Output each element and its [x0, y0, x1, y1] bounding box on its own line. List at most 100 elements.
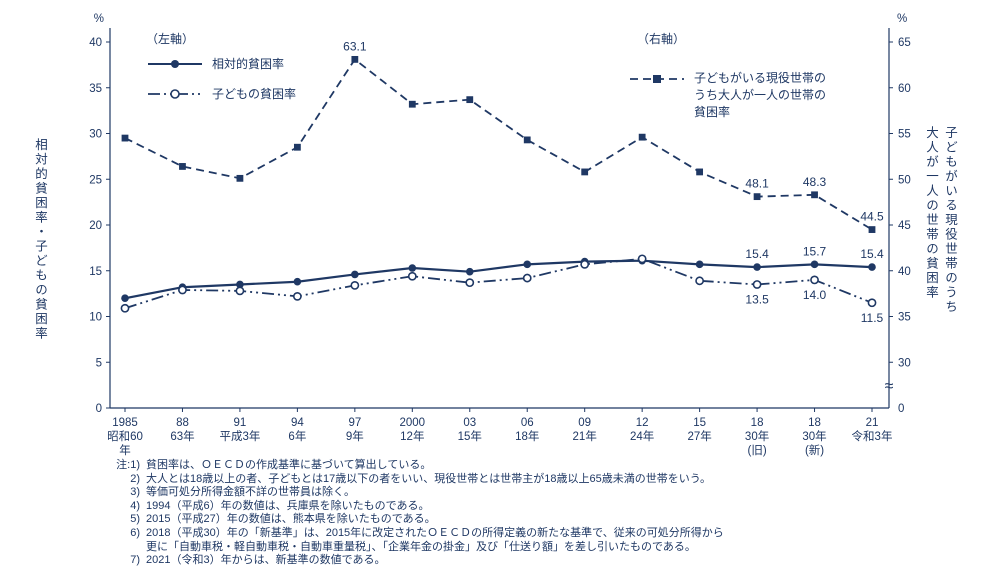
- legend-item-single-adult-household: 子どもがいる現役世帯の うち大人が一人の世帯の 貧困率: [628, 70, 826, 121]
- svg-text:44.5: 44.5: [860, 210, 884, 224]
- left-axis-title-text: 相対的貧困率・子どもの貧困率: [33, 138, 47, 341]
- legend-item-relative-poverty: 相対的貧困率: [146, 55, 284, 72]
- svg-text:0: 0: [898, 403, 904, 415]
- svg-text:12: 12: [636, 417, 649, 429]
- svg-text:平成3年: 平成3年: [219, 429, 260, 443]
- footnote-line: 7) 2021（令和3）年からは、新基準の数値である。: [98, 554, 724, 568]
- footnote-text: 更に「自動車税・軽自動車税・自動車重量税」、「企業年金の掛金」及び「仕送り額」を…: [146, 540, 696, 553]
- legend-label-relative-poverty: 相対的貧困率: [212, 57, 285, 71]
- svg-text:30年: 30年: [802, 429, 826, 443]
- svg-text:15年: 15年: [458, 429, 482, 443]
- footnote-line: 2) 大人とは18歳以上の者、子どもとは17歳以下の者をいい、現役世帯とは世帯主…: [98, 473, 724, 487]
- svg-text:63.1: 63.1: [343, 39, 367, 53]
- svg-text:1985: 1985: [112, 417, 138, 429]
- footnote-text: 等価可処分所得金額不詳の世帯員は除く。: [146, 486, 355, 499]
- footnote-text: 1994（平成6）年の数値は、兵庫県を除いたものである。: [146, 499, 430, 512]
- svg-text:令和3年: 令和3年: [852, 429, 893, 443]
- footnote-line: 5) 2015（平成27）年の数値は、熊本県を除いたものである。: [98, 513, 724, 527]
- footnote-number: 5): [130, 513, 140, 526]
- svg-text:40: 40: [89, 37, 102, 49]
- svg-text:6年: 6年: [288, 429, 306, 443]
- svg-text:18年: 18年: [515, 429, 539, 443]
- svg-text:15.4: 15.4: [860, 247, 884, 261]
- svg-text:21: 21: [866, 417, 879, 429]
- svg-text:45: 45: [898, 220, 911, 232]
- footnote-text: 2018（平成30）年の「新基準」は、2015年に改定されたＯＥＣＤの所得定義の…: [146, 526, 724, 539]
- poverty-line-chart: 0 5 10 15 20 25 30 35 40% 30 35 40 45 50 55 60 65 0 ≈% 1985…: [89, 13, 911, 457]
- footnote-number: 7): [130, 554, 140, 567]
- svg-text:25: 25: [89, 174, 102, 186]
- footnote-number: 3): [130, 486, 140, 499]
- right-axis-title-line2: 大人が一人の世帯の貧困率: [924, 126, 938, 300]
- svg-text:35: 35: [89, 83, 102, 95]
- svg-text:63年: 63年: [170, 429, 194, 443]
- svg-text:97: 97: [348, 417, 361, 429]
- svg-text:15.7: 15.7: [803, 244, 827, 258]
- legend-item-child-poverty: 子どもの貧困率: [146, 85, 296, 102]
- svg-text:(旧): (旧): [747, 444, 766, 457]
- svg-text:14.0: 14.0: [803, 288, 827, 302]
- svg-text:13.5: 13.5: [745, 292, 769, 306]
- footnote-number: [98, 541, 146, 555]
- footnote-number: 注:1): [116, 459, 140, 471]
- footnote-line: 注:1) 貧困率は、ＯＥＣＤの作成基準に基づいて算出している。: [98, 459, 724, 473]
- footnote-text: 貧困率は、ＯＥＣＤの作成基準に基づいて算出している。: [146, 459, 432, 471]
- svg-text:2000: 2000: [400, 417, 426, 429]
- svg-text:09: 09: [578, 417, 591, 429]
- svg-text:11.5: 11.5: [861, 311, 884, 325]
- svg-text:(新): (新): [805, 443, 824, 457]
- svg-text:30: 30: [89, 129, 102, 141]
- svg-text:60: 60: [898, 83, 911, 95]
- legend-label-single-adult-household: 子どもがいる現役世帯の うち大人が一人の世帯の 貧困率: [694, 70, 826, 121]
- svg-text:48.3: 48.3: [803, 175, 827, 189]
- footnote-text: 2015（平成27）年の数値は、熊本県を除いたものである。: [146, 513, 436, 526]
- svg-text:18: 18: [808, 417, 821, 429]
- svg-text:15: 15: [89, 266, 102, 278]
- footnote-text: 2021（令和3）年からは、新基準の数値である。: [146, 554, 386, 567]
- svg-text:30年: 30年: [745, 429, 769, 443]
- footnote-number: 4): [130, 499, 140, 512]
- svg-text:15.4: 15.4: [745, 247, 769, 261]
- svg-text:48.1: 48.1: [745, 177, 769, 191]
- svg-text:10: 10: [89, 312, 102, 324]
- svg-text:%: %: [94, 13, 104, 25]
- svg-text:91: 91: [234, 417, 247, 429]
- svg-text:9年: 9年: [346, 429, 364, 443]
- dashed-line-filled-square-sample: [630, 75, 684, 83]
- svg-text:35: 35: [898, 312, 911, 324]
- svg-text:18: 18: [751, 417, 764, 429]
- svg-text:27年: 27年: [687, 429, 711, 443]
- svg-text:50: 50: [898, 174, 911, 186]
- svg-text:55: 55: [898, 129, 911, 141]
- svg-text:03: 03: [463, 417, 476, 429]
- svg-text:88: 88: [176, 417, 189, 429]
- footnote-line: 3) 等価可処分所得金額不詳の世帯員は除く。: [98, 486, 724, 500]
- footnote-line: 6) 2018（平成30）年の「新基準」は、2015年に改定されたＯＥＣＤの所得…: [98, 527, 724, 541]
- svg-text:65: 65: [898, 37, 911, 49]
- svg-text:0: 0: [96, 403, 102, 415]
- svg-text:30: 30: [898, 357, 911, 369]
- svg-text:15: 15: [693, 417, 706, 429]
- dash-dot-line-open-circle-sample: [148, 88, 202, 99]
- svg-text:%: %: [897, 13, 907, 25]
- svg-text:21年: 21年: [573, 429, 597, 443]
- footnotes: 注:1) 貧困率は、ＯＥＣＤの作成基準に基づいて算出している。 2) 大人とは1…: [98, 459, 724, 568]
- svg-text:年: 年: [119, 443, 131, 457]
- svg-text:5: 5: [96, 357, 102, 369]
- svg-text:40: 40: [898, 266, 911, 278]
- footnote-line: 4) 1994（平成6）年の数値は、兵庫県を除いたものである。: [98, 500, 724, 514]
- right-axis-title: 子どもがいる現役世帯のうち 大人が一人の世帯の貧困率: [921, 126, 959, 315]
- footnote-number: 2): [130, 472, 140, 485]
- svg-text:12年: 12年: [400, 429, 424, 443]
- svg-text:≈: ≈: [885, 378, 894, 395]
- legend-label-line1: 子どもがいる現役世帯の: [694, 71, 827, 85]
- legend-label-child-poverty: 子どもの貧困率: [212, 87, 297, 101]
- svg-text:20: 20: [89, 220, 102, 232]
- left-axis-legend-header: （左軸）: [146, 32, 195, 46]
- footnote-number: 6): [130, 526, 140, 539]
- right-axis-title-line1: 子どもがいる現役世帯のうち: [943, 126, 957, 315]
- right-axis-legend-header: （右軸）: [637, 32, 686, 46]
- svg-text:94: 94: [291, 417, 304, 429]
- svg-text:06: 06: [521, 417, 534, 429]
